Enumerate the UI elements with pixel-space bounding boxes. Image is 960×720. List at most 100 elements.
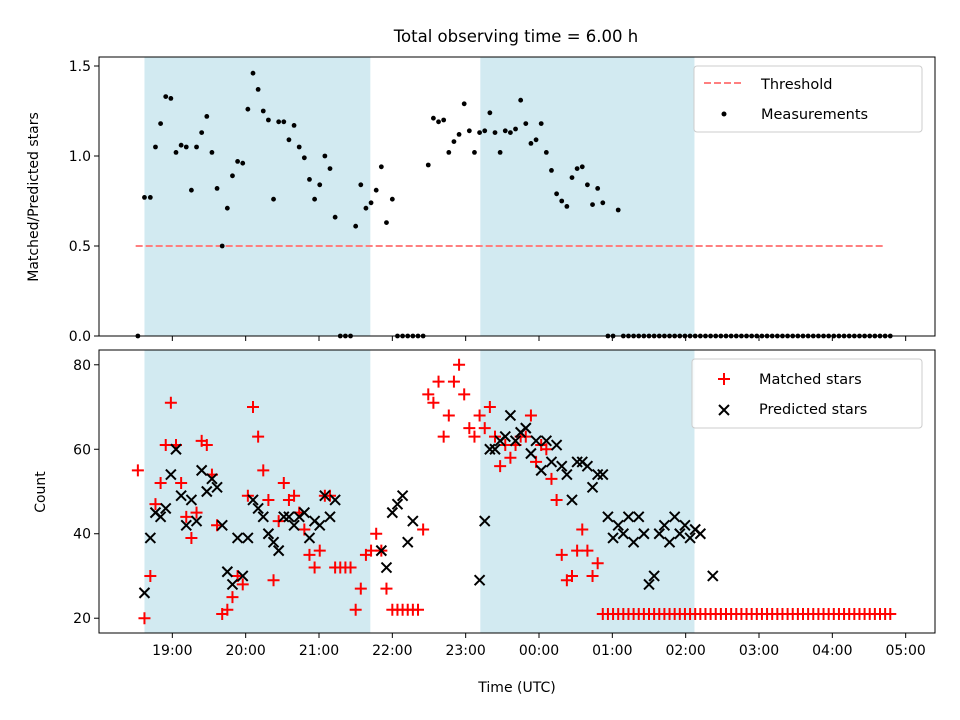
measurement-point xyxy=(255,87,261,92)
matched-star-point xyxy=(458,388,471,401)
predicted-star-point xyxy=(386,506,399,519)
matched-star-point xyxy=(540,443,553,456)
predicted-star-point xyxy=(252,502,264,515)
measurement-point xyxy=(559,198,565,204)
predicted-star-point xyxy=(581,460,594,472)
bottom-shaded-region xyxy=(144,350,371,633)
legend-matched-swatch xyxy=(718,373,730,385)
x-tick-label: 04:00 xyxy=(812,643,852,659)
measurement-point xyxy=(569,175,575,181)
predicted-star-point xyxy=(509,435,522,447)
measurement-point xyxy=(384,220,389,226)
measurement-point xyxy=(163,94,169,99)
measurement-point xyxy=(508,130,513,136)
predicted-star-point xyxy=(288,519,300,531)
matched-star-point xyxy=(437,430,450,443)
measurement-point xyxy=(513,126,518,132)
predicted-star-point xyxy=(272,544,285,557)
measurement-point xyxy=(543,150,549,155)
matched-star-point xyxy=(344,561,357,574)
measurement-point xyxy=(441,117,447,123)
predicted-star-point xyxy=(257,511,269,523)
predicted-star-point xyxy=(237,570,249,582)
predicted-star-point xyxy=(499,430,511,443)
x-tick-label: 02:00 xyxy=(665,643,705,659)
predicted-star-point xyxy=(195,464,208,477)
measurement-point xyxy=(183,144,189,150)
matched-star-point xyxy=(576,523,589,536)
measurement-point xyxy=(436,119,441,125)
predicted-star-point xyxy=(144,532,157,544)
matched-star-point xyxy=(550,493,563,506)
x-tick-label: 03:00 xyxy=(739,643,779,659)
matched-star-point xyxy=(427,396,440,409)
predicted-star-point xyxy=(617,528,630,540)
measurement-point xyxy=(317,182,323,188)
predicted-star-point xyxy=(206,473,218,485)
predicted-star-point xyxy=(591,468,604,481)
measurement-point xyxy=(158,121,164,126)
legend-measurements-label: Measurements xyxy=(761,107,868,123)
matched-star-point xyxy=(144,569,157,582)
predicted-star-point xyxy=(556,460,568,472)
x-tick-label: 01:00 xyxy=(592,643,632,659)
predicted-star-point xyxy=(550,439,563,451)
predicted-star-point xyxy=(185,494,198,506)
predicted-star-point xyxy=(535,464,547,477)
predicted-star-point xyxy=(658,519,671,531)
matched-star-point xyxy=(571,544,584,557)
measurement-point xyxy=(245,106,251,112)
matched-star-point xyxy=(417,523,430,536)
measurement-point xyxy=(378,164,384,170)
measurement-point xyxy=(173,150,179,155)
matched-star-point xyxy=(267,574,280,587)
bottom-legend: Matched stars Predicted stars xyxy=(691,358,923,429)
measurement-point xyxy=(477,130,482,136)
matched-star-point xyxy=(138,612,151,625)
predicted-star-point xyxy=(314,519,326,531)
measurement-point xyxy=(368,200,374,206)
matched-star-point xyxy=(473,409,486,422)
measurement-point xyxy=(595,186,601,191)
matched-star-point xyxy=(288,489,301,502)
predicted-star-point xyxy=(160,502,172,515)
measurement-point xyxy=(281,119,287,125)
x-tick-label: 21:00 xyxy=(299,643,339,659)
measurement-point xyxy=(502,128,508,134)
legend-predicted-label: Predicted stars xyxy=(759,402,867,418)
predicted-star-point xyxy=(561,468,573,481)
legend-measurements-swatch xyxy=(721,111,727,117)
matched-star-point xyxy=(380,582,393,595)
predicted-star-point xyxy=(138,587,151,599)
matched-star-point xyxy=(247,401,259,414)
top-legend: Threshold Measurements xyxy=(693,65,923,133)
measurement-point xyxy=(230,173,235,179)
measurement-point xyxy=(389,196,395,202)
measurement-point xyxy=(358,182,364,188)
matched-star-point xyxy=(566,569,578,582)
predicted-star-point xyxy=(154,511,167,523)
top-y-tick-label: 0.5 xyxy=(69,239,91,255)
measurement-point xyxy=(564,204,570,209)
bottom-y-tick-label: 60 xyxy=(73,442,91,458)
bottom-y-tick-label: 80 xyxy=(73,358,91,374)
measurement-point xyxy=(461,101,467,107)
x-tick-label: 00:00 xyxy=(519,643,559,659)
measurement-point xyxy=(590,202,595,208)
predicted-star-point xyxy=(504,409,517,422)
predicted-star-point xyxy=(586,481,599,493)
predicted-star-point xyxy=(484,443,496,455)
top-y-axis-label: Matched/Predicted stars xyxy=(26,112,42,282)
predicted-star-point xyxy=(242,532,254,544)
matched-star-point xyxy=(257,464,270,477)
matched-star-point xyxy=(478,422,491,435)
matched-star-point xyxy=(581,544,594,557)
predicted-star-point xyxy=(247,494,259,506)
measurement-point xyxy=(240,160,246,166)
predicted-star-point xyxy=(648,570,660,582)
measurement-point xyxy=(451,139,457,145)
predicted-star-point xyxy=(407,515,419,527)
measurement-point xyxy=(235,159,241,164)
predicted-star-point xyxy=(170,443,182,455)
predicted-star-point xyxy=(479,515,491,527)
